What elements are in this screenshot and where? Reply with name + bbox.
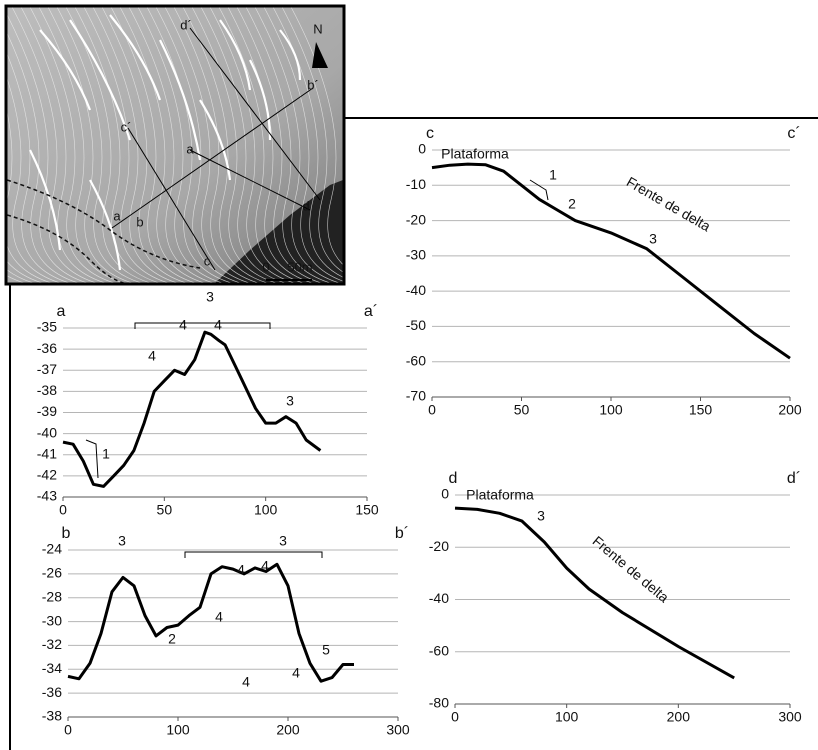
profile-label: d [449,470,458,487]
map-label: b´ [307,77,319,92]
y-tick-label: 0 [441,486,449,502]
x-tick-label: 150 [689,402,713,418]
y-tick-label: -30 [406,247,426,263]
x-tick-label: 0 [64,722,72,738]
profile-label: b [62,525,71,542]
profile-label: a´ [364,303,378,320]
annotation: 4 [292,665,300,681]
y-tick-label: -40 [37,424,57,440]
y-tick-label: -38 [42,708,62,724]
x-tick-label: 100 [555,709,579,725]
annotation: 3 [649,231,657,247]
annotation: 5 [322,642,330,658]
map-label: b [136,214,143,229]
x-tick-label: 200 [276,722,300,738]
x-tick-label: 50 [514,402,530,418]
x-tick-label: 200 [778,402,802,418]
map-label: a [113,208,121,223]
profile-line [432,164,790,358]
annotation: Plataforma [441,146,509,162]
x-tick-label: 100 [166,722,190,738]
x-tick-label: 100 [254,502,278,518]
y-tick-label: -38 [37,382,57,398]
y-tick-label: -36 [42,684,62,700]
x-tick-label: 200 [667,709,691,725]
y-tick-label: -50 [406,317,426,333]
annotation: Frente de delta [624,173,714,234]
x-tick-label: 300 [386,722,410,738]
annotation: 2 [568,196,576,212]
profile-line [455,508,734,678]
y-tick-label: -39 [37,403,57,419]
x-tick-label: 0 [428,402,436,418]
y-tick-label: -32 [42,636,62,652]
annotation: Plataforma [466,487,534,503]
x-tick-label: 300 [778,709,802,725]
profile-label: b´ [395,525,409,542]
y-tick-label: -36 [37,340,57,356]
profile-label: c´ [787,125,800,142]
y-tick-label: -80 [429,695,449,711]
profile-line [68,564,354,681]
y-tick-label: -41 [37,445,57,461]
y-tick-label: -60 [429,642,449,658]
x-tick-label: 150 [355,502,379,518]
map-label: a [186,141,194,156]
x-tick-label: 0 [59,502,67,518]
annotation: 1 [549,167,557,183]
annotation: 4 [179,317,187,333]
map-label: N [313,21,322,36]
x-tick-label: 0 [451,709,459,725]
y-tick-label: -35 [37,319,57,335]
map-label: c´ [121,119,132,134]
profile-label: c [426,125,434,142]
profile-label: a [57,303,66,320]
annotation: 4 [148,348,156,364]
figure: d´b´c´aabcdN050m-35-36-37-38-39-40-41-42… [0,0,818,750]
annotation: 3 [279,533,287,549]
annotation: 3 [286,393,294,409]
annotation: 4 [237,562,245,578]
bracket [185,552,322,558]
map-label: c [204,253,211,268]
y-tick-label: -28 [42,588,62,604]
y-tick-label: -70 [406,388,426,404]
annotation: 3 [118,533,126,549]
map-label: d [302,198,309,213]
annotation: 3 [206,289,214,305]
annotation: 3 [537,508,545,524]
scale-label: 0 [262,259,269,274]
annotation: 4 [261,558,269,574]
annotation: 4 [215,609,223,625]
scale-label: 50m [287,259,312,274]
map [0,7,411,290]
y-tick-label: -20 [406,211,426,227]
leader [530,180,548,200]
profile-label: d´ [787,470,801,487]
x-tick-label: 50 [157,502,173,518]
y-tick-label: 0 [418,141,426,157]
y-tick-label: -40 [429,590,449,606]
annotation: 2 [168,631,176,647]
annotation: Frente de delta [590,533,673,606]
annotation: 4 [242,674,250,690]
x-tick-label: 100 [599,402,623,418]
y-tick-label: -42 [37,467,57,483]
y-tick-label: -40 [406,282,426,298]
y-tick-label: -20 [429,538,449,554]
annotation: 1 [102,446,110,462]
y-tick-label: -34 [42,660,62,676]
annotation: 4 [214,317,222,333]
y-tick-label: -30 [42,612,62,628]
profile-line [63,332,320,486]
y-tick-label: -26 [42,565,62,581]
y-tick-label: -60 [406,352,426,368]
y-tick-label: -37 [37,361,57,377]
y-tick-label: -10 [406,176,426,192]
map-label: d´ [180,17,192,32]
y-tick-label: -43 [37,488,57,504]
y-tick-label: -24 [42,541,62,557]
